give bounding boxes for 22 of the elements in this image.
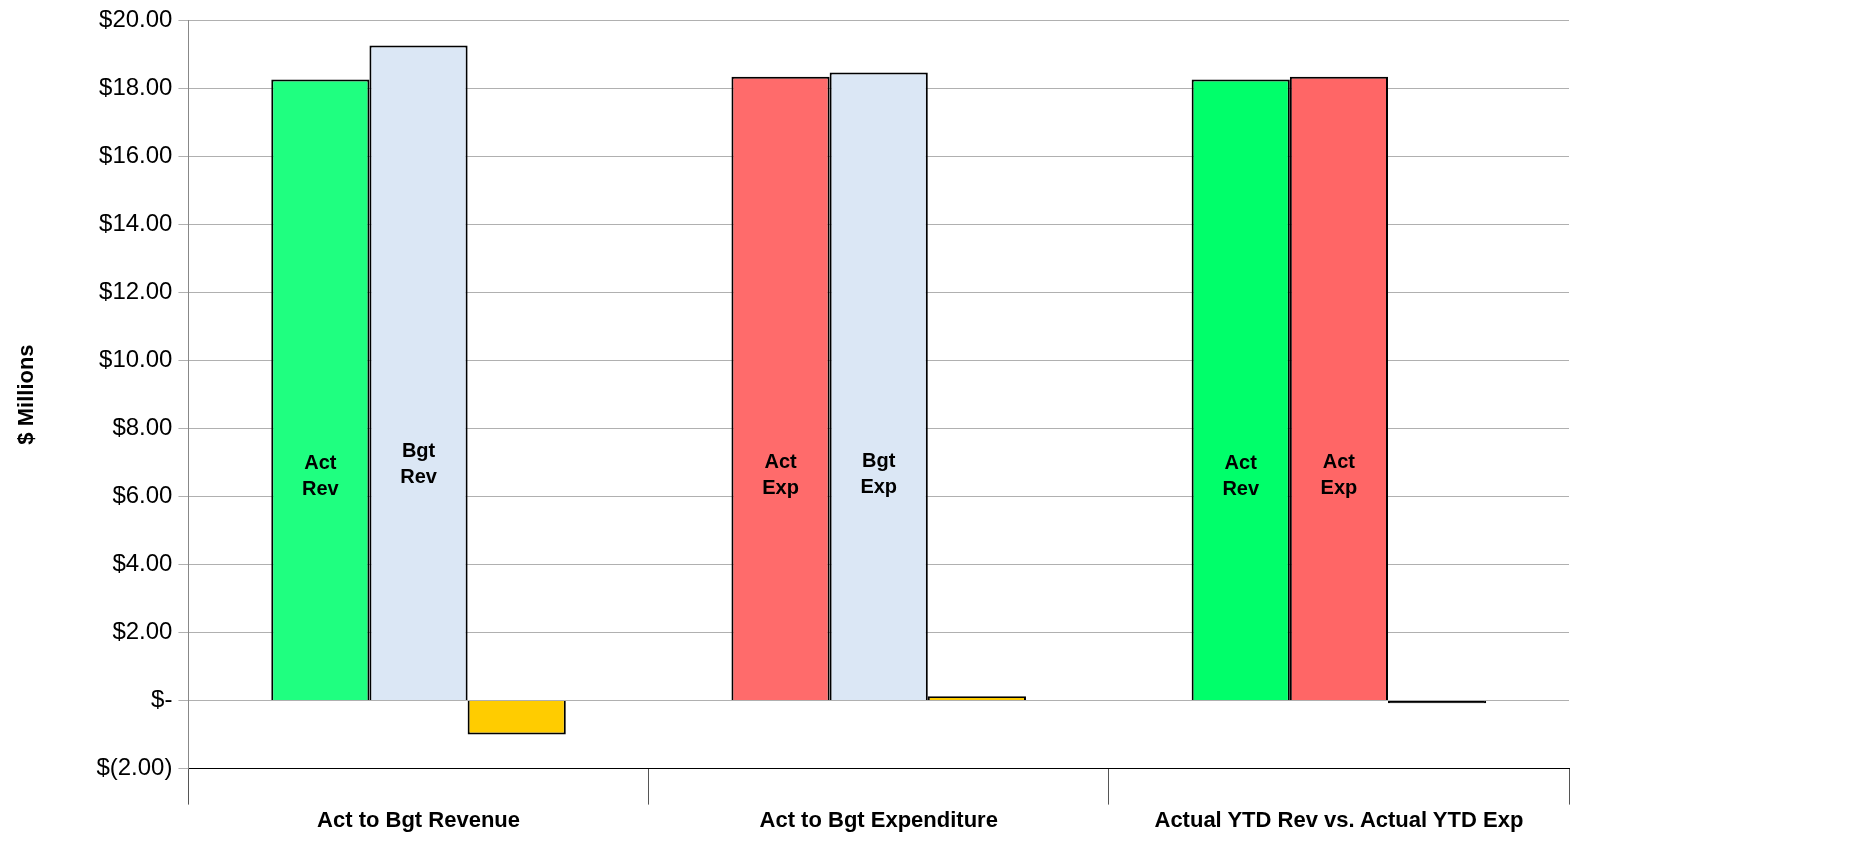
x-tick-label: Act to Bgt Expenditure <box>759 806 998 832</box>
y-tick-label: $10.00 <box>99 345 173 373</box>
y-tick-label: $16.00 <box>99 141 173 169</box>
y-tick-label: $4.00 <box>112 549 173 577</box>
y-tick-label: $8.00 <box>112 413 173 441</box>
y-axis-title: $ Millions <box>13 344 39 445</box>
y-tick-label: $6.00 <box>112 481 173 509</box>
annotation: Bgt Rev <box>400 438 438 487</box>
y-tick-label: $12.00 <box>99 277 173 305</box>
x-tick-label: Act to Bgt Revenue <box>317 806 520 832</box>
x-tick-label: Actual YTD Rev vs. Actual YTD Exp <box>1154 806 1524 832</box>
annotation: Bgt Exp <box>860 448 898 497</box>
y-tick-label: $18.00 <box>99 73 173 101</box>
y-tick-label: $2.00 <box>112 617 173 645</box>
y-tick-label: $(2.00) <box>96 753 173 781</box>
annotation: Act Rev <box>1222 451 1260 500</box>
annotation: Act Exp <box>762 450 799 499</box>
annotation: Act Exp <box>1320 450 1358 499</box>
y-tick-label: $14.00 <box>99 209 173 237</box>
y-tick-label: $- <box>151 685 173 713</box>
annotation: Act Rev <box>302 451 340 500</box>
y-tick-label: $20.00 <box>99 5 173 33</box>
